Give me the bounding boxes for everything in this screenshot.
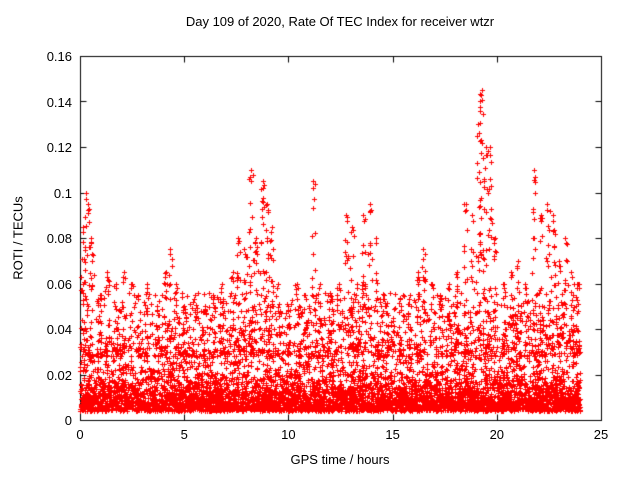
- x-tick-label: 15: [385, 427, 400, 442]
- y-tick-label: 0.1: [53, 185, 72, 201]
- y-tick-label: 0.08: [46, 231, 72, 246]
- chart-title: Day 109 of 2020, Rate Of TEC Index for r…: [185, 14, 495, 29]
- y-tick-label: 0.12: [46, 140, 72, 155]
- y-tick-label: 0.14: [46, 94, 72, 110]
- x-axis-label: GPS time / hours: [290, 452, 390, 467]
- y-tick-label: 0.06: [46, 276, 72, 292]
- x-tick-label: 5: [180, 427, 188, 442]
- y-tick-label: 0: [64, 413, 72, 428]
- y-tick-label: 0.16: [46, 49, 72, 64]
- x-tick-label: 10: [281, 427, 296, 442]
- y-tick-label: 0.02: [46, 367, 72, 383]
- y-tick-label: 0.04: [46, 322, 72, 337]
- x-tick-label: 20: [489, 427, 505, 442]
- x-tick-label: 25: [593, 427, 609, 442]
- x-tick-label: 0: [76, 427, 84, 442]
